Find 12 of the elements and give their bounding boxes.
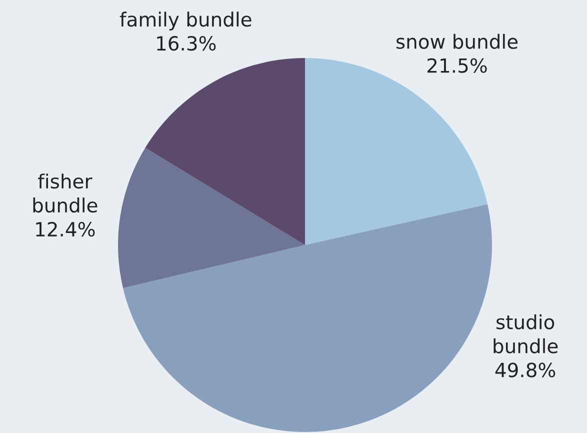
slice-label: snow bundle bbox=[396, 34, 518, 49]
pie-slice bbox=[145, 58, 305, 245]
slice-label: fisher bundle bbox=[33, 174, 98, 213]
data-label: 16.3% bbox=[157, 36, 216, 51]
data-label: 49.8% bbox=[495, 362, 556, 378]
pie-slice bbox=[123, 204, 492, 432]
slice-label: studio bundle bbox=[494, 314, 558, 354]
slice-label: family bundle bbox=[120, 12, 252, 30]
pie-slice bbox=[305, 58, 488, 245]
pie-slice bbox=[118, 148, 305, 288]
data-label: 21.5% bbox=[428, 58, 487, 73]
data-label: 12.4% bbox=[36, 222, 95, 237]
